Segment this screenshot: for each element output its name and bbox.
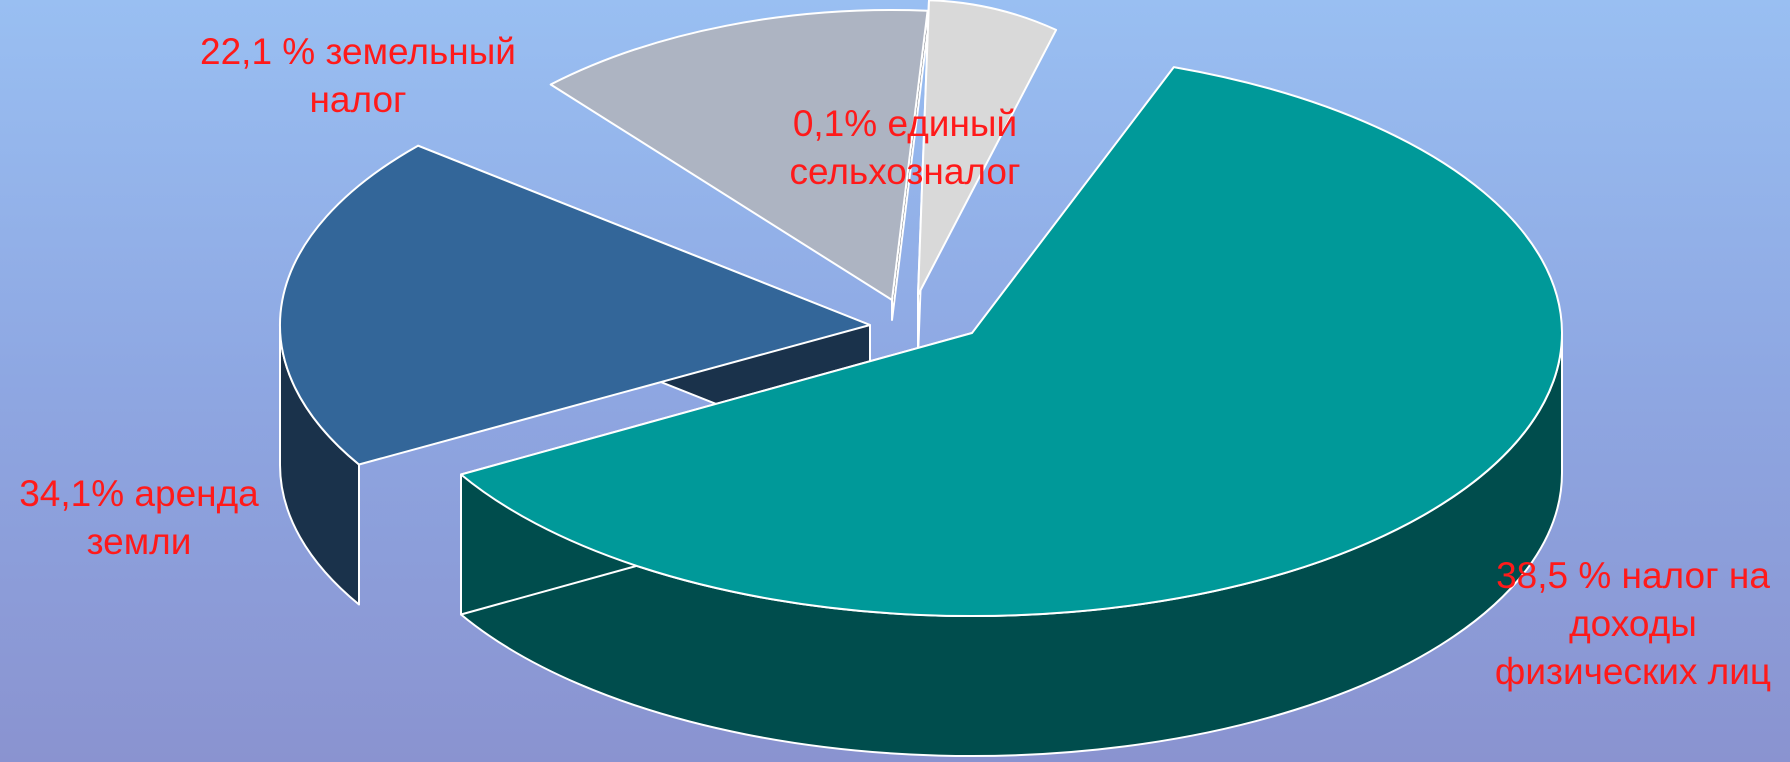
slice-selhoz bbox=[917, 0, 1058, 296]
label-arenda: 34,1% аренда земли bbox=[19, 473, 259, 562]
label-selhoz: 0,1% единый сельхозналог bbox=[789, 103, 1021, 192]
label-ndfl: 38,5 % налог на доходы физических лиц bbox=[1494, 555, 1772, 692]
slice-ndfl bbox=[460, 66, 1563, 617]
label-zemelny: 22,1 % земельный налог bbox=[200, 31, 516, 120]
slice-zemelny bbox=[549, 8, 929, 301]
slice-arenda bbox=[279, 144, 871, 466]
